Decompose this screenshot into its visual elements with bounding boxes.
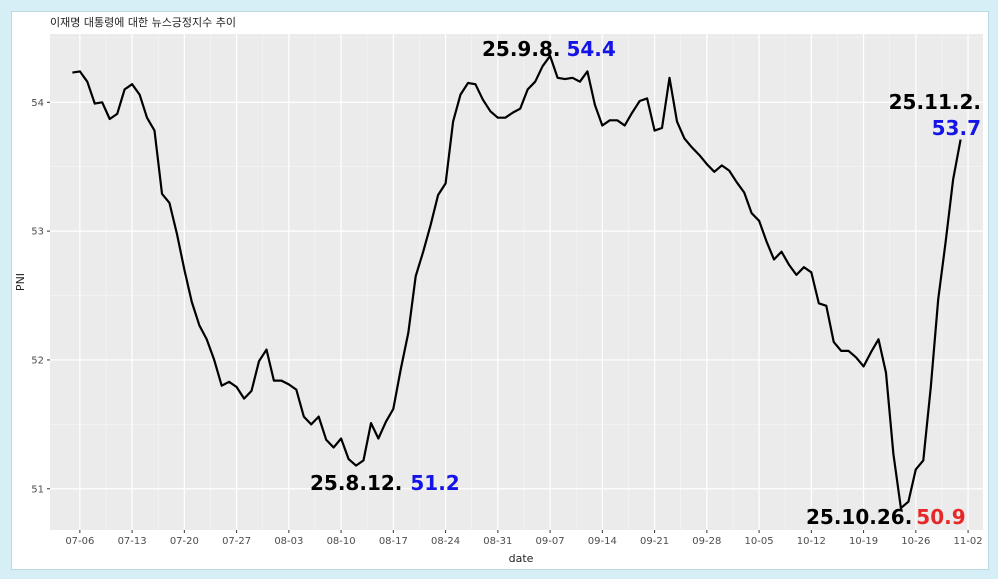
x-tick-label: 10-05	[745, 536, 774, 547]
x-tick-label: 10-12	[797, 536, 826, 547]
y-tick-label: 54	[31, 98, 44, 109]
x-tick-label: 10-26	[901, 536, 930, 547]
x-tick-label: 09-14	[588, 536, 617, 547]
x-tick-label: 07-13	[118, 536, 147, 547]
minor-gridlines	[50, 34, 983, 530]
annotation-value: 51.2	[410, 471, 459, 495]
x-tick-label: 07-06	[65, 536, 94, 547]
x-tick-label: 08-31	[483, 536, 512, 547]
annotation-min-aug: 25.8.12. 51.2	[310, 471, 460, 495]
annotation-value: 50.9	[916, 505, 965, 529]
x-axis: 07-06 07-13 07-20 07-27 08-03 08-10 08-17 08-24…	[65, 530, 983, 547]
chart-title: 이재명 대통령에 대한 뉴스긍정지수 추이	[50, 16, 236, 29]
chart-frame: 이재명 대통령에 대한 뉴스긍정지수 추이 51 52 53 54 07-06 07-1…	[11, 11, 989, 570]
plot-panel	[50, 34, 983, 530]
annotation-max-sep: 25.9.8. 54.4	[482, 37, 616, 61]
x-tick-label: 08-10	[327, 536, 356, 547]
annotation-value: 54.4	[566, 37, 615, 61]
x-tick-label: 08-03	[274, 536, 303, 547]
annotation-last-value: 53.7	[932, 116, 981, 140]
annotation-date: 25.8.12.	[310, 471, 402, 495]
line-chart: 이재명 대통령에 대한 뉴스긍정지수 추이 51 52 53 54 07-06 07-1…	[14, 16, 983, 565]
x-tick-label: 10-19	[849, 536, 878, 547]
x-axis-title: date	[509, 552, 534, 565]
x-tick-label: 08-17	[379, 536, 408, 547]
y-axis: 51 52 53 54	[31, 98, 50, 495]
y-tick-label: 53	[31, 227, 44, 238]
x-tick-label: 09-28	[692, 536, 721, 547]
x-tick-label: 08-24	[431, 536, 460, 547]
annotation-last-date: 25.11.2.	[889, 90, 981, 114]
major-gridlines	[50, 34, 983, 530]
y-axis-title: PNI	[14, 273, 27, 291]
annotation-min-oct: 25.10.26. 50.9	[806, 505, 966, 529]
y-tick-label: 51	[31, 484, 44, 495]
annotation-date: 25.10.26.	[806, 505, 912, 529]
x-tick-label: 07-27	[222, 536, 251, 547]
pni-series-line	[72, 54, 962, 510]
annotation-date: 25.9.8.	[482, 37, 560, 61]
y-tick-label: 52	[31, 355, 44, 366]
x-tick-label: 11-02	[954, 536, 983, 547]
x-tick-label: 07-20	[170, 536, 199, 547]
x-tick-label: 09-21	[640, 536, 669, 547]
x-tick-label: 09-07	[536, 536, 565, 547]
